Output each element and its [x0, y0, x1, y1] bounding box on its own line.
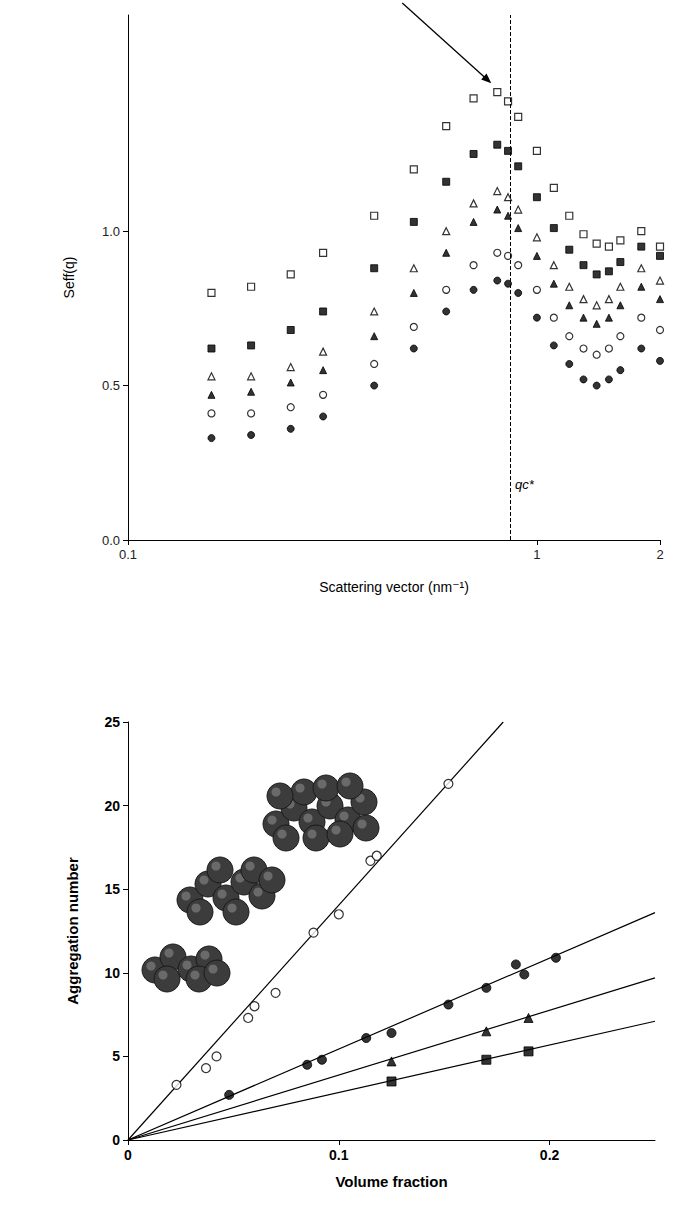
svg-text:0.0: 0.0 — [102, 533, 120, 548]
svg-text:Volume fraction: Volume fraction — [335, 1173, 447, 1190]
svg-text:2: 2 — [656, 547, 663, 562]
svg-text:15: 15 — [104, 881, 120, 897]
svg-text:Seff(q): Seff(q) — [61, 257, 77, 299]
svg-text:25: 25 — [104, 714, 120, 730]
svg-text:0.5: 0.5 — [102, 378, 120, 393]
svg-text:0: 0 — [124, 1147, 132, 1163]
svg-text:20: 20 — [104, 798, 120, 814]
svg-text:1.0: 1.0 — [102, 224, 120, 239]
svg-text:qc*: qc* — [515, 477, 535, 492]
svg-text:0: 0 — [112, 1132, 120, 1148]
svg-text:0.1: 0.1 — [119, 547, 137, 562]
svg-text:10: 10 — [104, 965, 120, 981]
svg-text:5: 5 — [112, 1048, 120, 1064]
svg-text:Aggregation number: Aggregation number — [64, 857, 81, 1005]
svg-text:Scattering vector (nm⁻¹): Scattering vector (nm⁻¹) — [319, 579, 469, 595]
svg-text:1: 1 — [533, 547, 540, 562]
svg-text:0.2: 0.2 — [540, 1147, 560, 1163]
svg-text:0.1: 0.1 — [329, 1147, 349, 1163]
